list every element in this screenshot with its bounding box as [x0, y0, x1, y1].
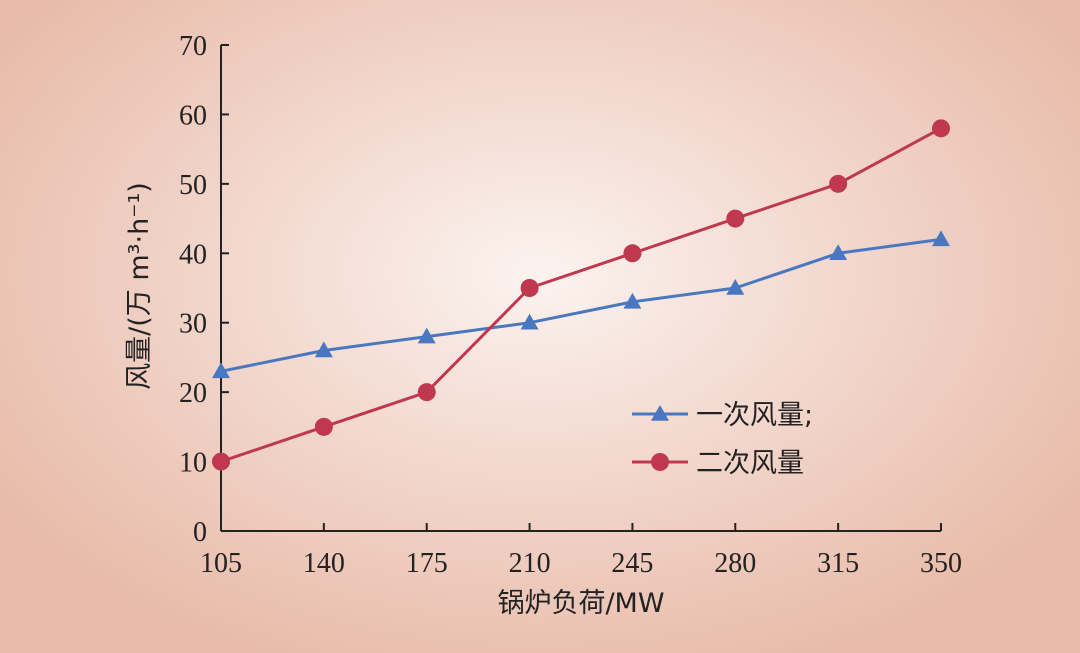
data-point: [417, 383, 436, 402]
y-tick-label: 30: [179, 309, 207, 340]
axes: [220, 45, 941, 532]
data-point: [417, 327, 436, 344]
data-point: [932, 230, 950, 247]
data-point: [212, 452, 230, 471]
x-tick-label: 315: [817, 548, 859, 579]
y-ticks: 0 10 20 30 40 50 60 70: [179, 31, 229, 548]
legend-item: 一次风量;: [632, 400, 813, 431]
data-point: [932, 119, 950, 138]
y-tick-label: 0: [193, 517, 207, 548]
x-tick-label: 210: [509, 548, 551, 579]
x-tick-label: 140: [303, 548, 345, 579]
data-point: [212, 362, 230, 379]
x-tick-label: 245: [611, 548, 653, 579]
data-point: [623, 292, 642, 309]
legend-marker: [651, 453, 669, 471]
data-point: [520, 313, 539, 330]
x-axis-title: 锅炉负荷/MW: [497, 588, 664, 619]
y-tick-label: 50: [179, 170, 207, 201]
legend-label: 二次风量: [696, 448, 804, 479]
series-1: [212, 230, 950, 379]
legend-label: 一次风量;: [696, 400, 813, 431]
legend-marker: [651, 405, 669, 421]
data-point: [520, 279, 539, 297]
series-line: [220, 237, 942, 373]
x-tick-label: 175: [406, 548, 448, 579]
x-ticks: 105 140 175 210 245 280 315 350: [200, 523, 962, 579]
series-line: [220, 126, 942, 463]
data-point: [623, 244, 642, 263]
y-tick-label: 10: [179, 448, 207, 479]
y-axis-title: 风量/(万 m³·h⁻¹): [124, 182, 155, 390]
x-tick-label: 280: [714, 548, 756, 579]
data-point: [314, 341, 333, 358]
y-tick-label: 60: [179, 100, 207, 131]
x-tick-label: 105: [200, 548, 242, 579]
y-tick-label: 70: [179, 31, 207, 62]
data-point: [829, 174, 848, 193]
y-tick-label: 20: [179, 378, 207, 409]
legend: 一次风量; 二次风量: [632, 400, 813, 479]
series-layer: [212, 119, 950, 471]
x-tick-label: 350: [920, 548, 962, 579]
legend-item: 二次风量: [632, 448, 804, 479]
data-point: [726, 279, 745, 295]
data-point: [829, 244, 848, 261]
data-point: [726, 209, 745, 228]
y-tick-label: 40: [179, 239, 207, 270]
data-point: [314, 417, 333, 436]
series-2: [212, 119, 950, 471]
